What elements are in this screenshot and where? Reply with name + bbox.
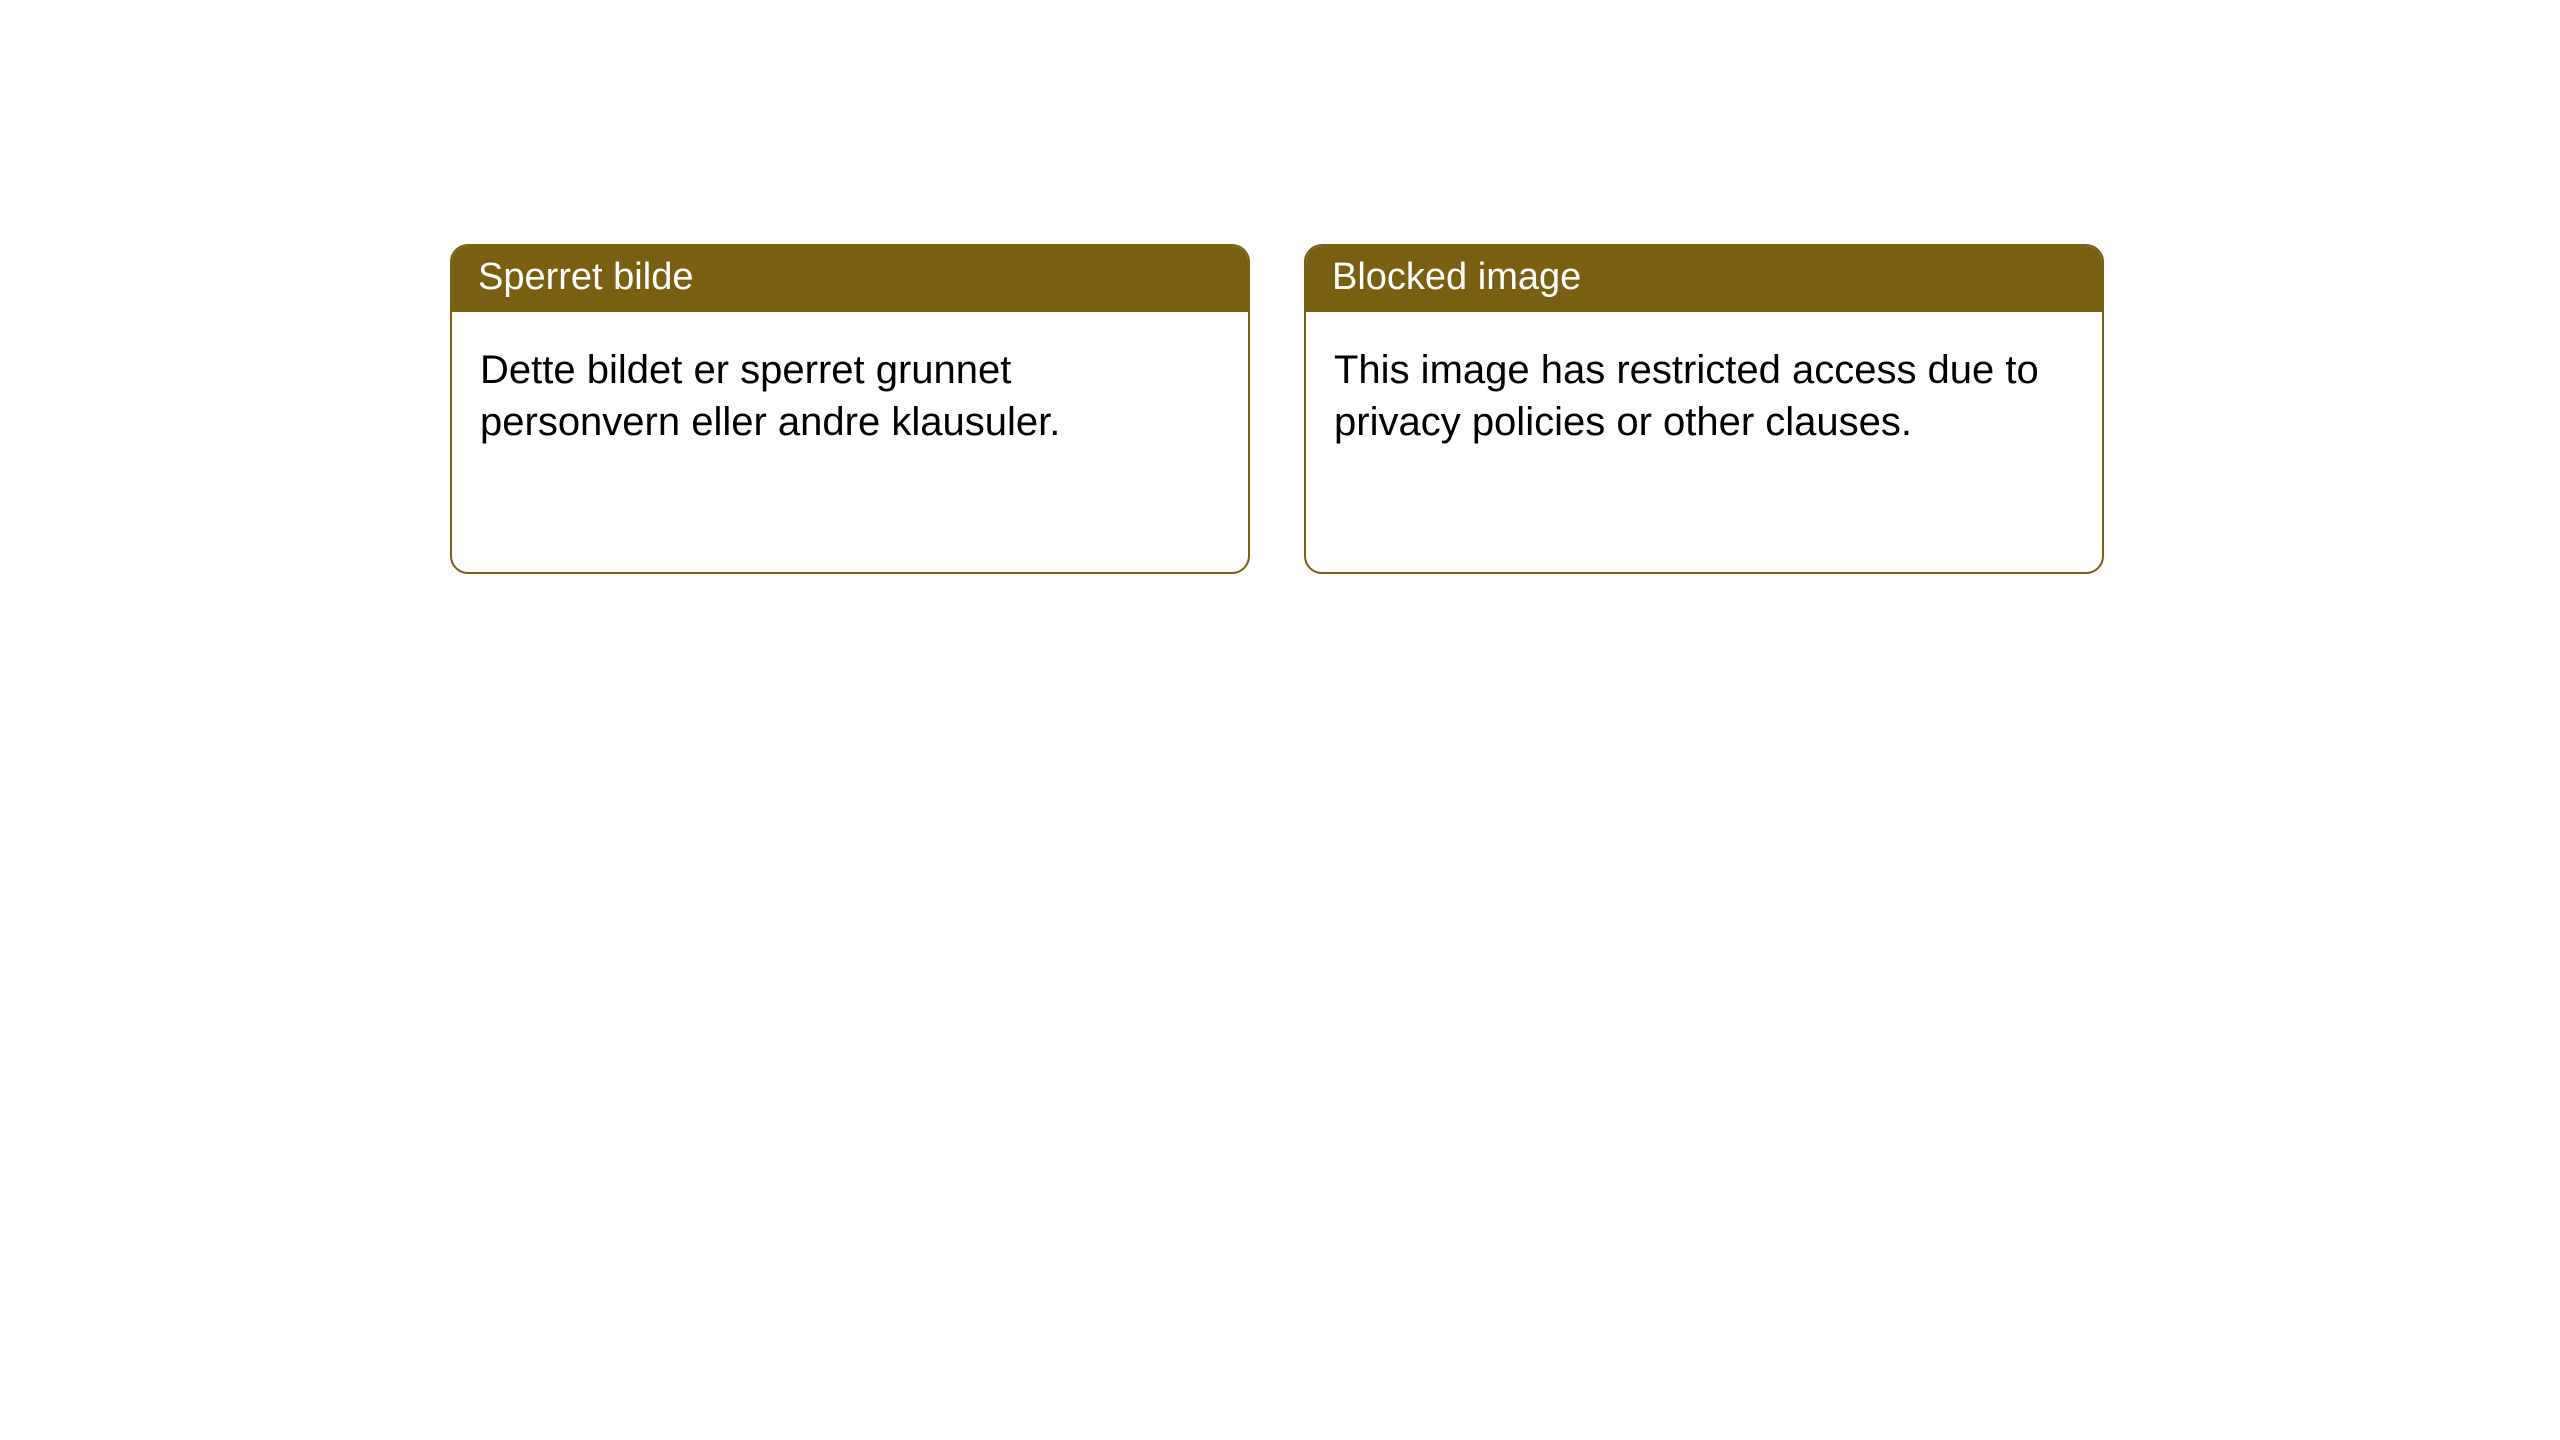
- notice-card-english: Blocked image This image has restricted …: [1304, 244, 2104, 574]
- card-body-text: Dette bildet er sperret grunnet personve…: [452, 312, 1248, 480]
- notice-card-norwegian: Sperret bilde Dette bildet er sperret gr…: [450, 244, 1250, 574]
- card-body-text: This image has restricted access due to …: [1306, 312, 2102, 480]
- card-title: Blocked image: [1306, 246, 2102, 312]
- card-title: Sperret bilde: [452, 246, 1248, 312]
- notice-container: Sperret bilde Dette bildet er sperret gr…: [0, 0, 2560, 574]
